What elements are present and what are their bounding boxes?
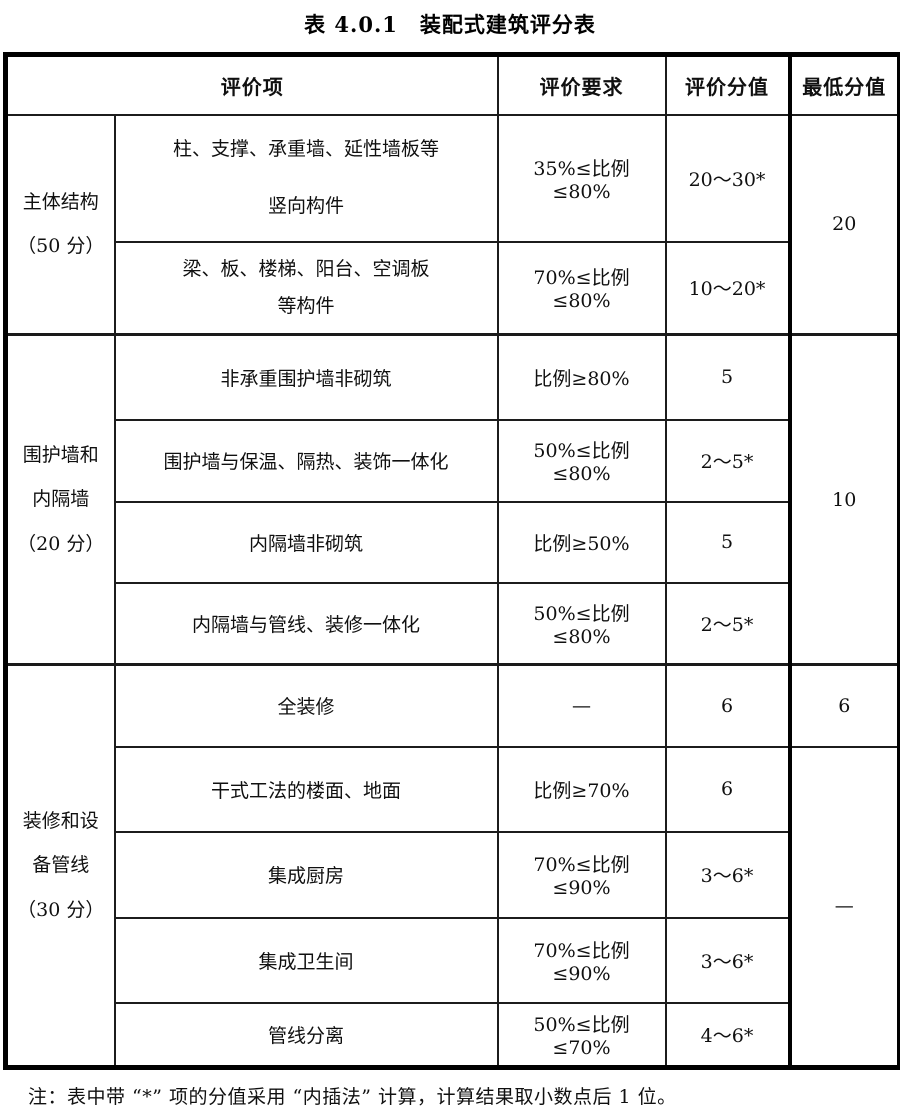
requirement-cell: 50%≤比例≤70% <box>496 1001 667 1069</box>
table-row: 管线分离 50%≤比例≤70% 4～6* <box>6 1001 900 1069</box>
min-score-cell: 10 <box>787 333 900 666</box>
item-cell: 围护墙与保温、隔热、装饰一体化 <box>113 418 499 503</box>
table-row: 围护墙与保温、隔热、装饰一体化 50%≤比例≤80% 2～5* <box>6 418 900 503</box>
table-row: 内隔墙与管线、装修一体化 50%≤比例≤80% 2～5* <box>6 581 900 666</box>
table-row: 主体结构 （50 分） 柱、支撑、承重墙、延性墙板等 竖向构件 35%≤比例≤8… <box>4 113 900 336</box>
item-cell: 管线分离 <box>113 1001 499 1069</box>
score-cell: 3～6* <box>664 916 791 1004</box>
score-cell: 6 <box>664 745 791 833</box>
min-score-cell: — <box>787 745 900 1069</box>
min-score-cell: 20 <box>787 113 900 336</box>
score-cell: 20～30* <box>664 113 791 243</box>
table-row: 干式工法的楼面、地面 比例≥70% 6 — <box>6 745 900 1069</box>
table-row: 集成卫生间 70%≤比例≤90% 3～6* <box>6 916 900 1004</box>
item-cell: 梁、板、楼梯、阳台、空调板 等构件 <box>113 240 499 336</box>
item-cell: 内隔墙与管线、装修一体化 <box>113 581 499 666</box>
item-cell: 非承重围护墙非砌筑 <box>113 333 499 421</box>
table-header-row: 评价项 评价要求 评价分值 最低分值 <box>4 53 900 116</box>
table-title: 表 4.0.1 装配式建筑评分表 <box>304 12 596 37</box>
group-cell-main-structure: 主体结构 （50 分） <box>4 113 116 336</box>
requirement-cell: 50%≤比例≤80% <box>496 581 667 666</box>
score-cell: 5 <box>664 333 791 421</box>
requirement-cell: 70%≤比例≤90% <box>496 916 667 1004</box>
table-row: 内隔墙非砌筑 比例≥50% 5 <box>6 500 900 584</box>
table-row: 围护墙和 内隔墙 （20 分） 非承重围护墙非砌筑 比例≥80% 5 10 <box>4 333 900 666</box>
group-cell-envelope-partition: 围护墙和 内隔墙 （20 分） <box>4 333 116 666</box>
item-cell: 干式工法的楼面、地面 <box>113 745 499 833</box>
header-cell-item: 评价项 <box>4 53 499 116</box>
table-footnote: 注：表中带 “*” 项的分值采用 “内插法” 计算，计算结果取小数点后 1 位。 <box>28 1086 677 1108</box>
scoring-table: 评价项 评价要求 评价分值 最低分值 主体结构 （50 分） 柱、支撑、承重墙、… <box>3 52 900 1070</box>
score-cell: 5 <box>664 500 791 584</box>
requirement-cell: 比例≥70% <box>496 745 667 833</box>
group-cell-decoration-mep: 装修和设 备管线 （30 分） <box>4 663 116 1069</box>
score-cell: 4～6* <box>664 1001 791 1069</box>
requirement-cell: 70%≤比例≤80% <box>496 240 667 336</box>
item-cell: 柱、支撑、承重墙、延性墙板等 竖向构件 <box>113 113 499 243</box>
score-cell: 10～20* <box>664 240 791 336</box>
score-cell: 3～6* <box>664 830 791 919</box>
score-cell: 6 <box>664 663 791 748</box>
item-cell: 集成卫生间 <box>113 916 499 1004</box>
requirement-cell: 70%≤比例≤90% <box>496 830 667 919</box>
requirement-cell: 35%≤比例≤80% <box>496 113 667 243</box>
item-cell: 集成厨房 <box>113 830 499 919</box>
item-cell: 内隔墙非砌筑 <box>113 500 499 584</box>
table-row: 集成厨房 70%≤比例≤90% 3～6* <box>6 830 900 919</box>
table-row: 装修和设 备管线 （30 分） 全装修 — 6 6 <box>4 663 900 1069</box>
requirement-cell: 比例≥50% <box>496 500 667 584</box>
score-cell: 2～5* <box>664 418 791 503</box>
requirement-cell: 比例≥80% <box>496 333 667 421</box>
score-cell: 2～5* <box>664 581 791 666</box>
header-cell-min-score: 最低分值 <box>787 53 900 116</box>
header-cell-requirement: 评价要求 <box>496 53 667 116</box>
header-cell-score: 评价分值 <box>664 53 791 116</box>
requirement-cell: — <box>496 663 667 748</box>
item-cell: 全装修 <box>113 663 499 748</box>
requirement-cell: 50%≤比例≤80% <box>496 418 667 503</box>
min-score-cell: 6 <box>787 663 900 748</box>
table-row: 梁、板、楼梯、阳台、空调板 等构件 70%≤比例≤80% 10～20* <box>6 240 900 336</box>
